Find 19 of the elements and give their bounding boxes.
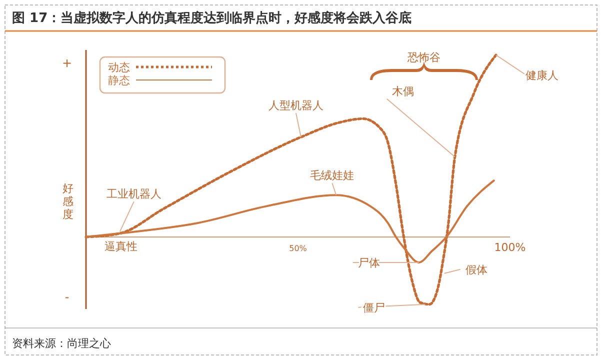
annotation: 工业机器人 bbox=[106, 188, 162, 201]
annotation: 恐怖谷 bbox=[406, 51, 440, 64]
text: 资料来源：尚理之心 bbox=[12, 337, 111, 350]
y-axis-title: 好感度 bbox=[62, 182, 74, 221]
annotation: 健康人 bbox=[526, 69, 559, 82]
annotation: 毛绒娃娃 bbox=[310, 169, 354, 182]
annotation: 人型机器人 bbox=[268, 99, 324, 112]
annotation: 僵尸 bbox=[363, 301, 386, 314]
x-tick-label: 100% bbox=[494, 241, 526, 254]
text: 静态 bbox=[108, 74, 130, 87]
x-tick-label: 50% bbox=[289, 244, 308, 253]
chart-title: 图 17：当虚拟数字人的仿真程度达到临界点时，好感度将会跌入谷底 bbox=[12, 10, 412, 26]
annotation: 尸体 bbox=[358, 256, 380, 270]
annotation: 木偶 bbox=[392, 84, 414, 98]
text: + bbox=[62, 56, 72, 70]
annotation: 假体 bbox=[465, 263, 488, 276]
text: - bbox=[64, 290, 70, 304]
x-axis-title: 逼真性 bbox=[104, 240, 138, 253]
text: 动态 bbox=[108, 61, 130, 74]
